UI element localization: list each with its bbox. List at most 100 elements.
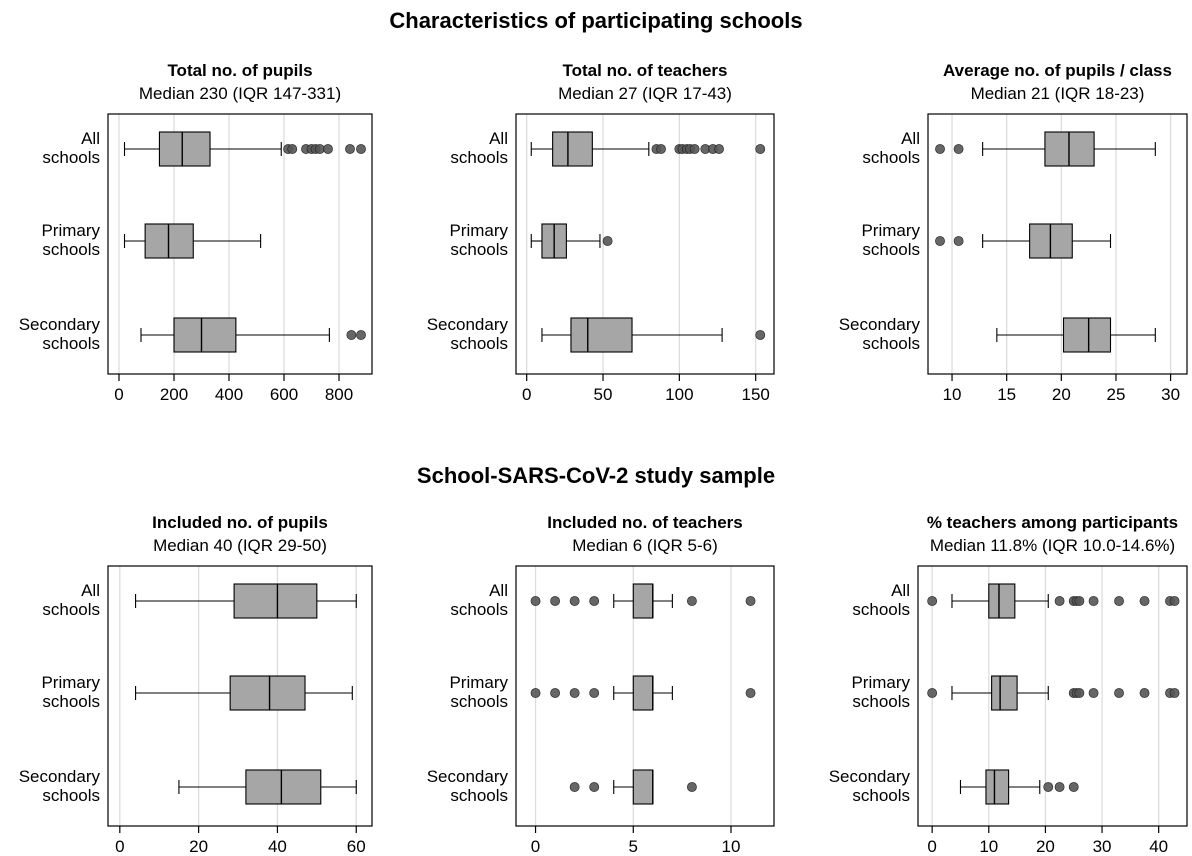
outlier-point [1068,782,1079,792]
plot-frame [917,565,1188,827]
outlier-point [346,330,357,340]
outlier-point [656,144,666,154]
outlier-point [935,236,945,246]
panel-subtitle: Median 230 (IQR 147-331) [139,84,341,103]
category-label: Primary schools [851,673,910,711]
outlier-point [1054,782,1065,792]
iqr-box [229,675,306,711]
x-tick-label: 25 [1107,385,1126,404]
chart-panel: Included no. of pupils Median 40 (IQR 29-… [19,513,373,856]
iqr-box [632,769,654,805]
category-label: Secondary schools [839,315,921,353]
category-label: All schools [862,129,920,167]
outlier-point [755,330,766,340]
chart-panel: Total no. of teachers Median 27 (IQR 17-4… [427,61,775,404]
x-tick-label: 0 [114,385,123,404]
outlier-point [1139,688,1150,698]
panel-subtitle: Median 6 (IQR 5-6) [572,536,718,555]
category-label: All schools [852,581,910,619]
outlier-point [755,144,766,154]
outlier-point [1074,596,1085,606]
iqr-box [552,131,593,167]
panel-subtitle: Median 21 (IQR 18-23) [971,84,1145,103]
x-tick-label: 0 [522,385,531,404]
outlier-point [1114,596,1124,606]
x-tick-label: 20 [189,837,208,856]
category-label: Primary schools [41,221,100,259]
outlier-point [927,688,938,698]
category-label: Secondary schools [829,767,911,805]
category-label: Secondary schools [427,315,509,353]
x-tick-label: 800 [325,385,353,404]
x-tick-label: 30 [1161,385,1180,404]
category-label: Secondary schools [427,767,509,805]
outlier-point [550,596,560,606]
outlier-point [1043,782,1054,792]
iqr-box [988,583,1016,619]
x-tick-label: 100 [665,385,693,404]
outlier-point [569,596,580,606]
panel-subtitle: Median 11.8% (IQR 10.0-14.6%) [930,536,1175,555]
iqr-box [158,131,211,167]
iqr-box [991,675,1018,711]
outlier-point [589,782,600,792]
category-label: Primary schools [449,221,508,259]
plot-frame [107,565,373,827]
category-label: All schools [450,581,508,619]
outlier-point [1088,688,1099,698]
plot-frame [107,113,373,375]
x-tick-label: 40 [1149,837,1168,856]
iqr-box [245,769,322,805]
section-title-characteristics: Characteristics of participating schools [389,8,802,33]
panel-subtitle: Median 40 (IQR 29-50) [153,536,327,555]
category-label: Primary schools [861,221,920,259]
outlier-point [1169,596,1180,606]
iqr-box [1062,317,1112,353]
x-tick-label: 10 [943,385,962,404]
chart-panel: Average no. of pupils / class Median 21 (… [839,61,1188,404]
outlier-point [356,330,366,340]
panel-title: Included no. of pupils [152,513,328,532]
iqr-box [570,317,633,353]
x-tick-label: 5 [629,837,638,856]
outlier-point [1054,596,1065,606]
plot-frame [515,113,775,375]
panel-title: Included no. of teachers [547,513,743,532]
outlier-point [745,688,756,698]
chart-panel: % teachers among participants Median 11.8… [829,513,1188,856]
outlier-point [1088,596,1099,606]
iqr-box [632,675,654,711]
outlier-point [569,688,580,698]
outlier-point [1074,688,1085,698]
category-label: All schools [42,581,100,619]
category-label: All schools [42,129,100,167]
outlier-point [569,782,580,792]
outlier-point [314,144,325,154]
category-label: Primary schools [449,673,508,711]
x-tick-label: 0 [531,837,540,856]
x-tick-label: 200 [160,385,188,404]
outlier-point [687,596,697,606]
iqr-box [173,317,237,353]
x-tick-label: 20 [1036,837,1055,856]
outlier-point [356,144,366,154]
panel-subtitle: Median 27 (IQR 17-43) [558,84,732,103]
outlier-point [589,596,600,606]
chart-panel: Included no. of teachers Median 6 (IQR 5-… [427,513,775,856]
outlier-point [714,144,724,154]
category-label: All schools [450,129,508,167]
x-tick-label: 50 [594,385,613,404]
x-tick-label: 0 [927,837,936,856]
outlier-point [345,144,355,154]
category-label: Primary schools [41,673,100,711]
category-label: Secondary schools [19,767,101,805]
panel-title: Average no. of pupils / class [943,61,1172,80]
outlier-point [530,596,541,606]
section-title-study-sample: School-SARS-CoV-2 study sample [417,463,775,488]
iqr-box [233,583,318,619]
chart-panel: Total no. of pupils Median 230 (IQR 147-3… [19,61,373,404]
x-tick-label: 20 [1052,385,1071,404]
x-tick-label: 400 [215,385,243,404]
outlier-point [1169,688,1180,698]
outlier-point [589,688,600,698]
